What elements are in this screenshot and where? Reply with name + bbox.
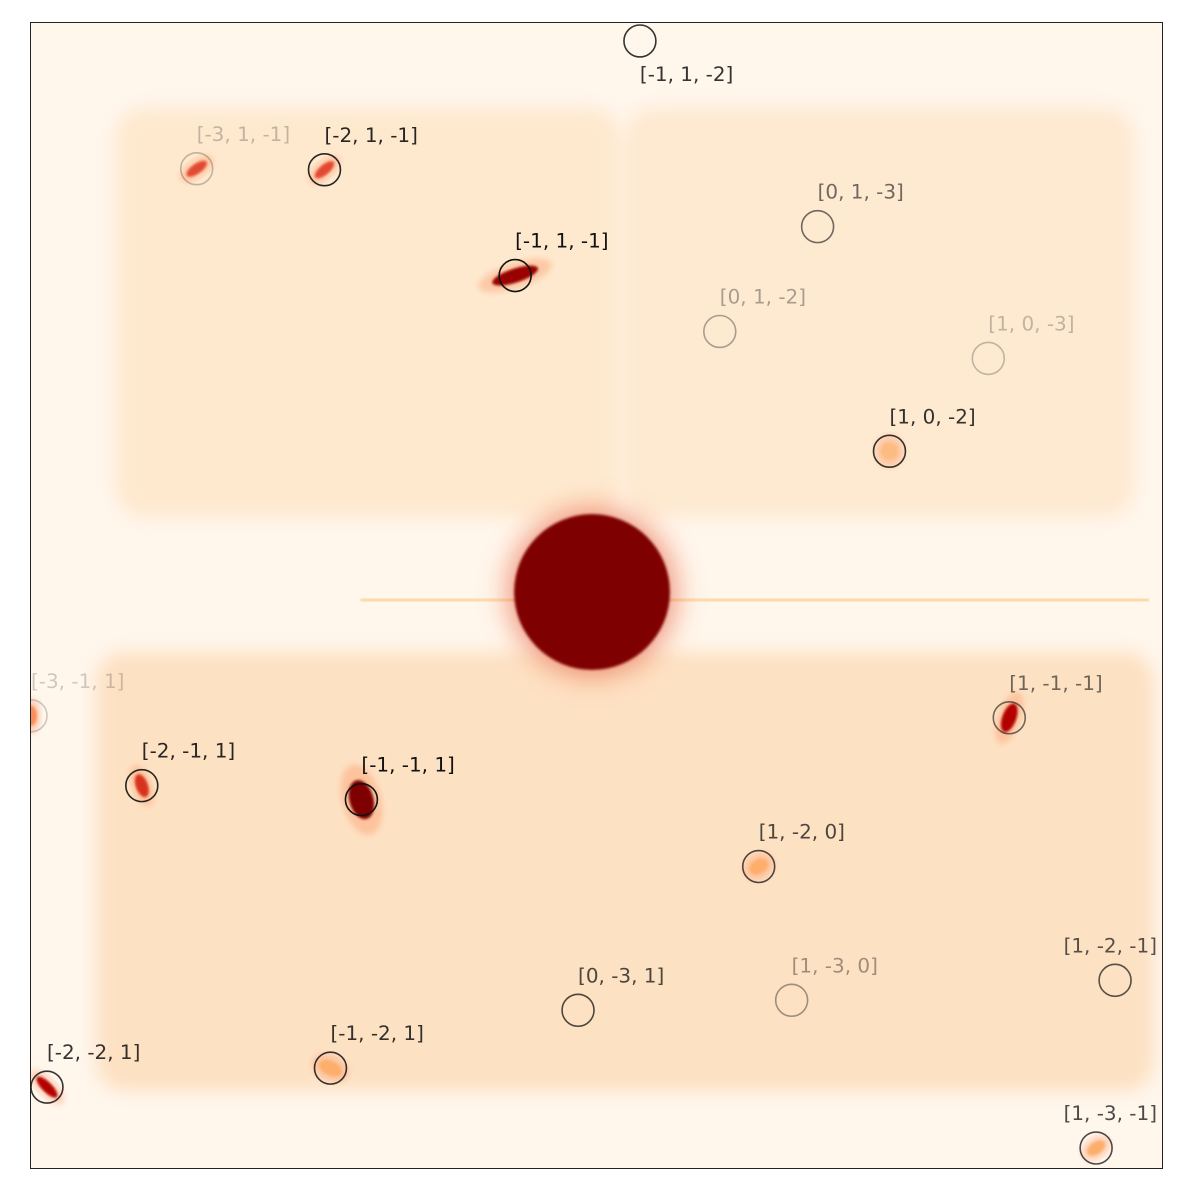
bragg-spot — [340, 764, 383, 835]
reflection-label: [1, 0, -2] — [889, 404, 975, 428]
reflection-marker: [1, -1, -1] — [992, 671, 1103, 735]
bragg-spot — [308, 155, 341, 184]
reflection-label: [-1, 1, -2] — [640, 62, 733, 86]
bragg-spot — [1081, 1135, 1111, 1161]
reflection-label: [-2, -2, 1] — [47, 1040, 140, 1064]
reflection-circle — [1098, 963, 1132, 998]
reflection-label: [0, 1, -2] — [720, 285, 806, 309]
reflection-marker: [1, -3, 0] — [774, 953, 878, 1018]
reflection-marker: [1, -2, -1] — [1064, 933, 1157, 998]
reflection-circle — [774, 983, 809, 1018]
reflection-label: [-3, -1, 1] — [31, 669, 124, 693]
panel-bottom — [95, 651, 1155, 1092]
reflection-circle — [1079, 1131, 1113, 1165]
bragg-spot — [312, 1054, 349, 1083]
reflection-marker: [0, 1, -2] — [703, 285, 806, 349]
reflection-circle — [498, 258, 532, 293]
panel-top-right — [624, 107, 1135, 518]
reflection-marker: [0, -3, 1] — [561, 963, 664, 1028]
detector-panels — [95, 107, 1155, 1092]
detector-image-frame: [-1, 1, -2] [-3, 1, -1] [-2, 1, -1] [0, 1, … — [30, 22, 1163, 1169]
reflection-marker: [-1, -2, 1] — [313, 1021, 424, 1085]
reflection-marker: [-3, -1, 1] — [31, 669, 124, 733]
reflection-label: [-1, -1, 1] — [361, 753, 454, 777]
reflection-marker: [-3, 1, -1] — [179, 122, 290, 186]
reflection-marker: [1, 0, -3] — [971, 311, 1075, 376]
reflection-label: [-1, 1, -1] — [515, 229, 608, 253]
reflection-marker: [-2, 1, -1] — [307, 123, 418, 187]
reflection-label: [1, 0, -3] — [988, 311, 1074, 335]
reflection-circle — [623, 24, 657, 58]
reflection-marker: [1, -3, -1] — [1064, 1101, 1157, 1165]
reflection-label: [-2, -1, 1] — [142, 739, 235, 763]
reflection-circle — [313, 1051, 348, 1085]
reflection-circle — [179, 151, 214, 186]
bragg-spot — [130, 765, 154, 807]
reflection-marker: [0, 1, -3] — [800, 180, 904, 244]
reflection-circle — [703, 314, 737, 349]
reflection-marker: [1, 0, -2] — [872, 404, 976, 469]
reflection-marker: [1, -2, 0] — [741, 820, 845, 884]
reflection-circle — [872, 434, 907, 469]
reflection-circle — [992, 701, 1027, 735]
reflection-circle — [307, 152, 342, 187]
bragg-spot — [31, 697, 41, 734]
reflection-circle — [31, 1070, 64, 1104]
bragg-spot — [478, 258, 552, 293]
direct-beam — [487, 487, 697, 697]
reflection-circle — [344, 782, 379, 817]
reflection-markers: [-1, 1, -2] [-3, 1, -1] [-2, 1, -1] [0, 1, … — [31, 24, 1157, 1165]
reflection-marker: [-2, -1, 1] — [125, 739, 235, 803]
reflection-circle — [561, 993, 595, 1028]
reflection-circle — [741, 849, 776, 884]
reflection-marker: [-1, 1, -1] — [498, 229, 609, 293]
bragg-spot — [995, 692, 1024, 744]
reflection-marker: [-2, -2, 1] — [31, 1040, 140, 1104]
reflection-marker: [-1, 1, -2] — [623, 24, 733, 86]
reflection-marker: [-1, -1, 1] — [344, 753, 455, 817]
diffraction-pattern: [-1, 1, -2] [-3, 1, -1] [-2, 1, -1] [0, 1, … — [31, 24, 1157, 1165]
reflection-circle — [31, 699, 48, 733]
reflection-label: [-3, 1, -1] — [197, 122, 290, 146]
reflection-label: [-1, -2, 1] — [330, 1021, 423, 1045]
reflection-label: [-2, 1, -1] — [324, 123, 417, 147]
reflection-circle — [125, 768, 159, 803]
reflection-label: [1, -1, -1] — [1009, 671, 1102, 695]
reflection-label: [0, 1, -3] — [818, 180, 904, 204]
reflection-label: [1, -2, -1] — [1064, 933, 1157, 957]
reflection-label: [1, -3, -1] — [1064, 1101, 1157, 1125]
bragg-spots — [31, 155, 1111, 1161]
reflection-circle — [800, 209, 835, 244]
bragg-spot — [31, 1070, 65, 1105]
bragg-spot — [875, 435, 904, 468]
bragg-spot — [743, 853, 774, 881]
bragg-spot — [180, 155, 214, 182]
reflection-label: [1, -3, 0] — [792, 953, 878, 977]
reflection-circle — [971, 341, 1006, 376]
panel-top-left — [115, 107, 620, 518]
reflection-label: [1, -2, 0] — [759, 820, 845, 844]
reflection-label: [0, -3, 1] — [578, 963, 664, 987]
